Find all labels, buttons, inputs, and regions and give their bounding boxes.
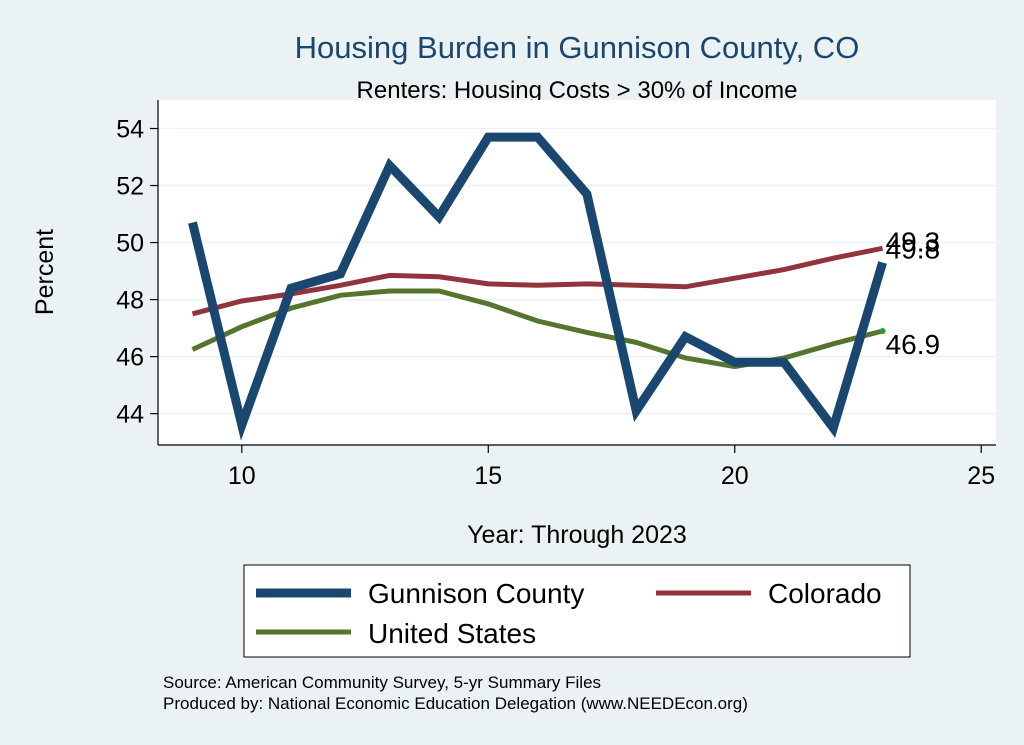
x-axis-title: Year: Through 2023 bbox=[467, 521, 687, 549]
axis-ticks: 44 46 48 50 52 54 10 15 20 25 bbox=[116, 116, 995, 490]
chart-subtitle: Renters: Housing Costs > 30% of Income bbox=[357, 77, 798, 104]
end-label-united-states: 46.9 bbox=[886, 329, 941, 360]
y-tick-label: 46 bbox=[116, 344, 144, 372]
producer-note: Produced by: National Economic Education… bbox=[163, 694, 748, 713]
series-line-colorado bbox=[191, 245, 884, 317]
x-tick-label: 10 bbox=[228, 462, 256, 490]
y-tick-label: 44 bbox=[116, 401, 144, 429]
y-tick-label: 54 bbox=[116, 116, 144, 144]
x-tick-label: 15 bbox=[474, 462, 502, 490]
series-lines bbox=[188, 132, 887, 441]
end-label-colorado: 49.8 bbox=[886, 233, 941, 264]
y-tick-label: 52 bbox=[116, 173, 144, 201]
chart-title: Housing Burden in Gunnison County, CO bbox=[295, 30, 860, 65]
y-tick-label: 50 bbox=[116, 230, 144, 258]
plot-area bbox=[158, 100, 996, 445]
source-note: Source: American Community Survey, 5-yr … bbox=[163, 673, 601, 692]
series-end-marker-united-states bbox=[879, 327, 886, 334]
y-axis-title: Percent bbox=[31, 229, 59, 315]
legend-box bbox=[243, 564, 911, 658]
legend-label-united-states: United States bbox=[368, 618, 536, 649]
legend-label-colorado: Colorado bbox=[768, 578, 882, 609]
x-tick-label: 20 bbox=[721, 462, 749, 490]
y-tick-label: 48 bbox=[116, 287, 144, 315]
legend-label-gunnison: Gunnison County bbox=[368, 578, 584, 609]
series-line-gunnison-county bbox=[188, 132, 887, 441]
end-labels: 49.349.8 46.9 bbox=[886, 227, 941, 360]
end-label-gunnison-county: 49.3 bbox=[886, 227, 941, 258]
x-tick-label: 25 bbox=[967, 462, 995, 490]
